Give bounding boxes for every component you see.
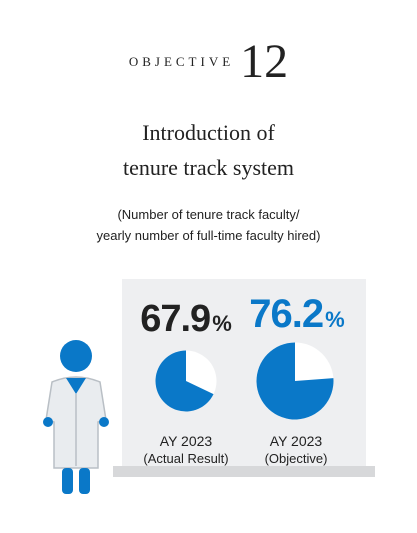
objective-label: OBJECTIVE — [128, 54, 235, 69]
value-label-actual: 67.9% — [126, 298, 246, 341]
caption-actual: AY 2023 (Actual Result) — [126, 433, 246, 467]
value-unit-objective: % — [325, 307, 345, 332]
doctor-right-leg — [79, 468, 90, 494]
subtitle-line-1: (Number of tenure track faculty/ — [117, 207, 300, 222]
doctor-figure-icon — [43, 340, 109, 494]
doctor-head — [60, 340, 92, 372]
value-label-objective: 76.2% — [237, 292, 357, 337]
title-line-1: Introduction of — [142, 120, 275, 145]
caption-actual-line-2: (Actual Result) — [143, 451, 229, 466]
objective-heading: OBJECTIVE 12 — [0, 38, 417, 86]
caption-objective: AY 2023 (Objective) — [236, 433, 356, 467]
doctor-left-leg — [62, 468, 73, 494]
doctor-right-hand — [99, 417, 109, 427]
value-number-objective: 76.2 — [249, 292, 324, 336]
doctor-shirt — [66, 378, 86, 394]
caption-objective-line-2: (Objective) — [264, 451, 328, 466]
pie-slice-value — [256, 342, 334, 420]
objective-number: 12 — [240, 35, 289, 88]
caption-objective-line-1: AY 2023 — [269, 433, 323, 449]
pie-chart-actual — [155, 350, 217, 412]
value-unit-actual: % — [212, 311, 232, 336]
pie-chart-objective — [256, 342, 334, 420]
doctor-left-hand — [43, 417, 53, 427]
title-line-2: tenure track system — [122, 155, 295, 180]
subtitle-line-2: yearly number of full-time faculty hired… — [96, 228, 321, 243]
pie-slice-value — [155, 350, 214, 412]
chart-panel-base — [113, 466, 375, 477]
value-number-actual: 67.9 — [140, 298, 211, 340]
caption-actual-line-1: AY 2023 — [159, 433, 213, 449]
